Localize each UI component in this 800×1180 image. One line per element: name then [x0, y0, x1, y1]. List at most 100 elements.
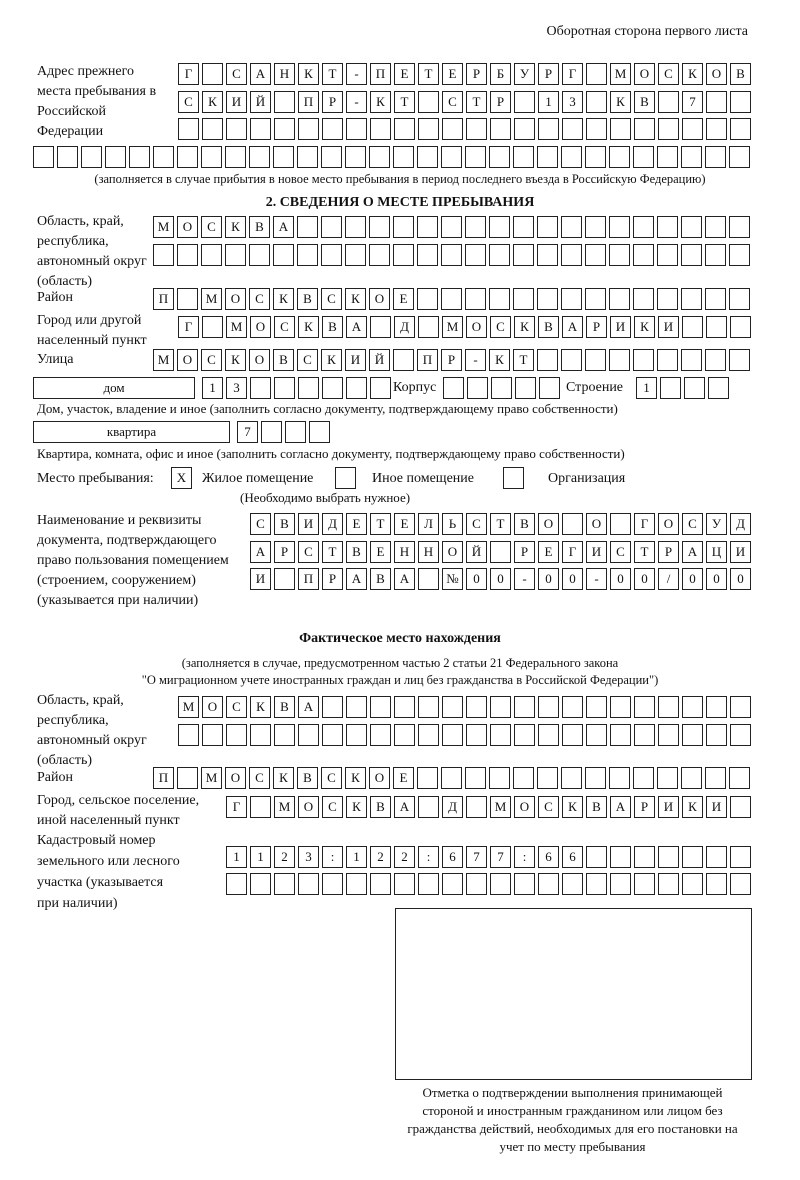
char-box[interactable]: Й	[250, 91, 271, 113]
char-box[interactable]: П	[298, 568, 319, 590]
char-box[interactable]: К	[489, 349, 510, 371]
char-box[interactable]	[658, 724, 679, 746]
char-box[interactable]: Д	[322, 513, 343, 535]
char-box[interactable]: 2	[394, 846, 415, 868]
char-box[interactable]	[561, 349, 582, 371]
char-box[interactable]: Д	[730, 513, 751, 535]
char-box[interactable]: К	[225, 216, 246, 238]
char-box[interactable]: М	[153, 349, 174, 371]
char-box[interactable]: Г	[634, 513, 655, 535]
char-box[interactable]	[537, 767, 558, 789]
char-box[interactable]	[705, 349, 726, 371]
char-box[interactable]	[489, 767, 510, 789]
char-box[interactable]	[466, 796, 487, 818]
char-box[interactable]: Р	[322, 91, 343, 113]
char-box[interactable]: К	[610, 91, 631, 113]
char-box[interactable]	[226, 724, 247, 746]
char-box[interactable]: 1	[636, 377, 657, 399]
char-box[interactable]	[297, 216, 318, 238]
char-box[interactable]: М	[153, 216, 174, 238]
char-box[interactable]	[321, 146, 342, 168]
char-box[interactable]	[609, 244, 630, 266]
char-box[interactable]	[586, 91, 607, 113]
char-box[interactable]	[681, 244, 702, 266]
char-box[interactable]	[441, 767, 462, 789]
char-box[interactable]: О	[249, 349, 270, 371]
char-box[interactable]: И	[730, 541, 751, 563]
char-box[interactable]: М	[201, 767, 222, 789]
char-box[interactable]	[418, 696, 439, 718]
char-box[interactable]: В	[346, 541, 367, 563]
char-box[interactable]: А	[394, 568, 415, 590]
char-box[interactable]	[706, 118, 727, 140]
char-box[interactable]	[682, 873, 703, 895]
char-box[interactable]	[394, 873, 415, 895]
char-box[interactable]	[250, 118, 271, 140]
char-box[interactable]	[322, 696, 343, 718]
char-box[interactable]: У	[706, 513, 727, 535]
char-box[interactable]: С	[178, 91, 199, 113]
char-box[interactable]	[417, 244, 438, 266]
char-box[interactable]	[273, 244, 294, 266]
char-box[interactable]: Р	[514, 541, 535, 563]
char-box[interactable]: И	[586, 541, 607, 563]
char-box[interactable]	[370, 696, 391, 718]
char-box[interactable]	[562, 873, 583, 895]
char-box[interactable]	[33, 146, 54, 168]
char-box[interactable]	[370, 724, 391, 746]
char-box[interactable]: П	[417, 349, 438, 371]
char-box[interactable]	[729, 146, 750, 168]
char-box[interactable]: О	[369, 767, 390, 789]
char-box[interactable]	[730, 696, 751, 718]
char-box[interactable]: М	[274, 796, 295, 818]
char-box[interactable]: Г	[562, 63, 583, 85]
char-box[interactable]	[177, 146, 198, 168]
char-box[interactable]: 7	[466, 846, 487, 868]
char-box[interactable]	[586, 118, 607, 140]
char-box[interactable]	[633, 244, 654, 266]
char-box[interactable]: В	[322, 316, 343, 338]
char-box[interactable]	[681, 146, 702, 168]
char-box[interactable]: 0	[706, 568, 727, 590]
char-box[interactable]: 0	[562, 568, 583, 590]
char-box[interactable]	[730, 724, 751, 746]
char-box[interactable]: О	[442, 541, 463, 563]
char-box[interactable]: О	[586, 513, 607, 535]
char-box[interactable]	[537, 216, 558, 238]
char-box[interactable]: В	[634, 91, 655, 113]
char-box[interactable]	[514, 91, 535, 113]
char-box[interactable]: Т	[513, 349, 534, 371]
char-box[interactable]	[657, 216, 678, 238]
char-box[interactable]	[514, 118, 535, 140]
char-box[interactable]: О	[369, 288, 390, 310]
char-box[interactable]: С	[490, 316, 511, 338]
char-box[interactable]: -	[586, 568, 607, 590]
char-box[interactable]: Т	[466, 91, 487, 113]
char-box[interactable]	[465, 146, 486, 168]
char-box[interactable]	[178, 724, 199, 746]
char-box[interactable]	[177, 288, 198, 310]
char-box[interactable]: К	[298, 63, 319, 85]
char-box[interactable]: О	[202, 696, 223, 718]
char-box[interactable]: Ц	[706, 541, 727, 563]
char-box[interactable]	[682, 118, 703, 140]
char-box[interactable]: В	[514, 513, 535, 535]
char-box[interactable]	[393, 244, 414, 266]
char-box[interactable]	[489, 146, 510, 168]
char-box[interactable]: С	[610, 541, 631, 563]
place-checkbox-organization[interactable]	[503, 467, 524, 489]
char-box[interactable]	[201, 244, 222, 266]
char-box[interactable]	[346, 377, 367, 399]
char-box[interactable]	[561, 767, 582, 789]
char-box[interactable]	[730, 796, 751, 818]
char-box[interactable]: 7	[237, 421, 258, 443]
char-box[interactable]	[609, 288, 630, 310]
char-box[interactable]	[346, 696, 367, 718]
char-box[interactable]	[322, 873, 343, 895]
char-box[interactable]	[250, 377, 271, 399]
char-box[interactable]: К	[273, 767, 294, 789]
char-box[interactable]	[225, 146, 246, 168]
char-box[interactable]	[681, 288, 702, 310]
char-box[interactable]	[660, 377, 681, 399]
char-box[interactable]: И	[226, 91, 247, 113]
